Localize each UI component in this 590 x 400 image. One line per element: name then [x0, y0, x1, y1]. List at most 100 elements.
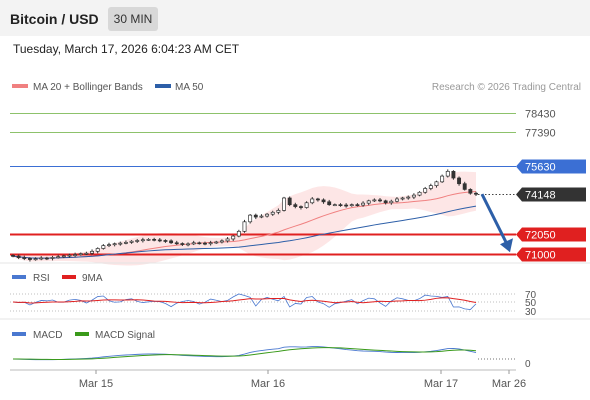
candle-body: [445, 170, 450, 177]
bollinger-band-area: [13, 171, 476, 266]
ma50-legend-label: MA 50: [175, 82, 204, 93]
candle-body: [44, 257, 49, 260]
candle-body: [129, 240, 134, 243]
candle-body: [417, 191, 422, 196]
level-label-71000: 71000: [525, 250, 556, 262]
candle-body: [299, 206, 303, 208]
candle-body: [123, 242, 128, 244]
rsi-ma-legend-swatch: [62, 275, 76, 279]
candle-body: [16, 255, 21, 258]
candle-body: [338, 204, 343, 207]
candle-body: [146, 238, 151, 241]
candle-body: [169, 240, 174, 244]
candle-body: [73, 254, 78, 256]
candle-body: [140, 239, 145, 242]
candle-body: [67, 254, 72, 257]
candle-body: [332, 204, 337, 207]
ma50-legend-swatch: [155, 84, 171, 88]
candle-body: [39, 257, 44, 260]
level-tag-75630: [516, 159, 586, 174]
rsi-tick-50: 50: [525, 298, 537, 309]
forecast-arrow-head: [500, 238, 513, 253]
macd-legend-swatch: [12, 332, 26, 336]
rsi-ma-legend-label: 9MA: [82, 273, 103, 284]
header-bar: Bitcoin / USD 30 MIN: [0, 0, 590, 36]
candle-body: [56, 256, 61, 259]
candle-body: [11, 254, 15, 257]
candle-body: [248, 214, 253, 223]
candle-body: [400, 197, 405, 200]
candle-body: [27, 258, 32, 260]
candle-body: [242, 221, 247, 232]
macd-legend-label: MACD: [33, 330, 62, 341]
candle-body: [344, 204, 349, 207]
candle-body: [135, 240, 140, 242]
candle-body: [389, 200, 394, 204]
level-labels: 78430 77390 75630 74148 72050 71000: [516, 109, 586, 262]
candlesticks: [11, 169, 478, 262]
candle-body: [208, 242, 213, 245]
candle-body: [406, 196, 411, 199]
candle-body: [265, 213, 270, 217]
macd-line: [12, 346, 477, 361]
candle-body: [84, 252, 89, 255]
candle-body: [270, 211, 275, 215]
candle-body: [219, 240, 224, 243]
candle-body: [361, 202, 366, 206]
rsi-tick-30: 30: [525, 307, 537, 318]
candle-body: [174, 242, 179, 245]
candle-body: [61, 255, 66, 258]
candle-body: [315, 198, 320, 201]
timeframe-button[interactable]: 30 MIN: [108, 7, 158, 31]
price-levels: [10, 113, 516, 256]
candle-body: [282, 197, 286, 211]
credit-text: Research © 2026 Trading Central: [432, 82, 581, 93]
level-tag-74148: [516, 187, 586, 202]
macd-panel: 0: [12, 346, 531, 370]
rsi-tick-70: 70: [525, 290, 537, 301]
candle-body: [152, 238, 157, 241]
candle-body: [423, 188, 428, 193]
macd-signal-legend-label: MACD Signal: [95, 330, 155, 341]
moving-averages: [12, 190, 477, 259]
candle-body: [33, 258, 38, 261]
candle-body: [462, 183, 467, 190]
forecast-arrow: [480, 193, 513, 253]
candle-body: [112, 243, 117, 246]
forecast-arrow-shaft: [480, 193, 509, 245]
candle-body: [411, 194, 416, 198]
candle-body: [434, 181, 439, 186]
candle-body: [327, 201, 332, 206]
x-tick-label: Mar 15: [79, 378, 113, 390]
candle-body: [366, 200, 371, 204]
candle-body: [180, 243, 185, 245]
instrument-title: Bitcoin / USD: [10, 11, 99, 27]
candle-body: [457, 177, 462, 185]
candle-body: [225, 238, 230, 242]
ma20-legend-swatch: [12, 84, 28, 88]
candle-body: [191, 242, 196, 245]
candle-body: [157, 239, 162, 242]
candle-body: [78, 253, 83, 255]
candle-body: [428, 185, 433, 189]
candle-body: [95, 248, 100, 252]
ma50-line: [12, 205, 477, 259]
candle-body: [197, 242, 202, 245]
ma20-legend-label: MA 20 + Bollinger Bands: [33, 82, 143, 93]
candle-body: [355, 204, 360, 207]
candle-body: [440, 175, 445, 183]
candle-body: [474, 192, 478, 195]
candle-body: [22, 257, 27, 259]
level-label-78430: 78430: [525, 109, 556, 121]
candle-body: [186, 243, 190, 246]
candle-body: [451, 170, 456, 179]
macd-signal-line: [12, 347, 477, 360]
candle-body: [276, 210, 281, 213]
level-label-77390: 77390: [525, 128, 556, 140]
rsi-ma-line: [12, 297, 477, 304]
candle-body: [203, 242, 207, 245]
level-tag-72050: [516, 227, 586, 242]
macd-tick-0: 0: [525, 359, 531, 370]
